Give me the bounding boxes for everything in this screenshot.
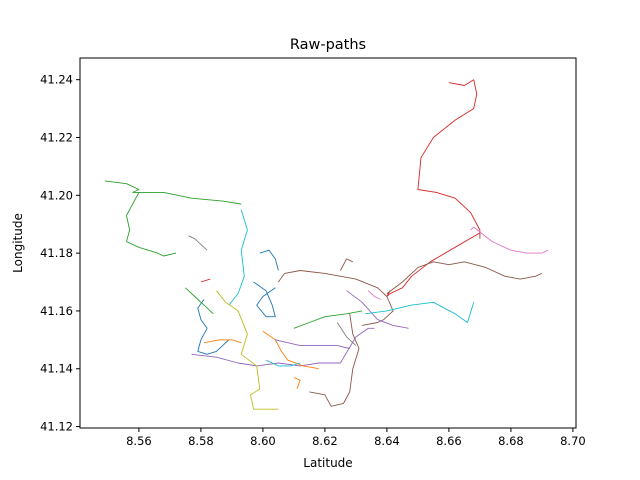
y-tick-label: 41.16: [40, 304, 73, 318]
plot-lines: [104, 79, 549, 410]
x-tick-label: 8.62: [312, 434, 338, 448]
path-line-12: [346, 290, 409, 329]
path-line-5: [228, 209, 248, 306]
y-tick-label: 41.22: [40, 130, 73, 144]
x-tick-label: 8.60: [250, 434, 276, 448]
y-tick-label: 41.20: [40, 188, 73, 202]
path-line-23: [185, 287, 214, 315]
path-line-21: [293, 376, 301, 390]
path-line-24: [259, 249, 279, 271]
x-tick-label: 8.56: [126, 434, 152, 448]
x-tick-label: 8.64: [374, 434, 400, 448]
path-line-11: [191, 327, 375, 367]
x-tick-label: 8.66: [436, 434, 462, 448]
path-line-28: [200, 278, 211, 283]
path-line-27: [336, 322, 357, 346]
path-line-17: [253, 281, 276, 318]
path-line-18: [262, 330, 319, 370]
y-tick-label: 41.24: [40, 73, 73, 87]
path-line-19: [275, 339, 350, 349]
x-axis-label: Latitude: [303, 456, 352, 470]
path-line-26: [367, 290, 381, 300]
x-tick-label: 8.70: [560, 434, 586, 448]
y-tick-label: 41.12: [40, 420, 73, 434]
path-line-25: [340, 258, 353, 271]
path-line-16: [293, 310, 363, 329]
y-axis-ticks: 41.12 41.14 41.16 41.18 41.20 41.22 41.24: [40, 73, 80, 434]
path-line-13: [365, 301, 475, 323]
x-tick-label: 8.68: [498, 434, 524, 448]
x-tick-label: 8.58: [188, 434, 214, 448]
plot-frame: [79, 57, 577, 429]
path-line-22: [188, 235, 208, 251]
path-line-7: [386, 232, 481, 297]
path-line-10: [470, 226, 549, 254]
path-line-4: [126, 192, 177, 257]
y-axis-label: Longitude: [11, 213, 25, 273]
y-tick-label: 41.14: [40, 362, 73, 376]
chart-title: Raw-paths: [290, 37, 366, 53]
path-line-14: [216, 290, 279, 410]
path-line-3: [104, 180, 242, 205]
path-line-1: [197, 299, 230, 355]
path-line-8: [386, 261, 543, 294]
path-line-15: [309, 313, 360, 407]
path-line-2: [203, 339, 242, 344]
path-line-20: [265, 359, 301, 367]
y-tick-label: 41.18: [40, 246, 73, 260]
x-axis-ticks: 8.56 8.58 8.60 8.62 8.64 8.66 8.68 8.70: [126, 428, 586, 448]
path-line-6: [417, 79, 481, 239]
path-line-9: [278, 270, 394, 326]
